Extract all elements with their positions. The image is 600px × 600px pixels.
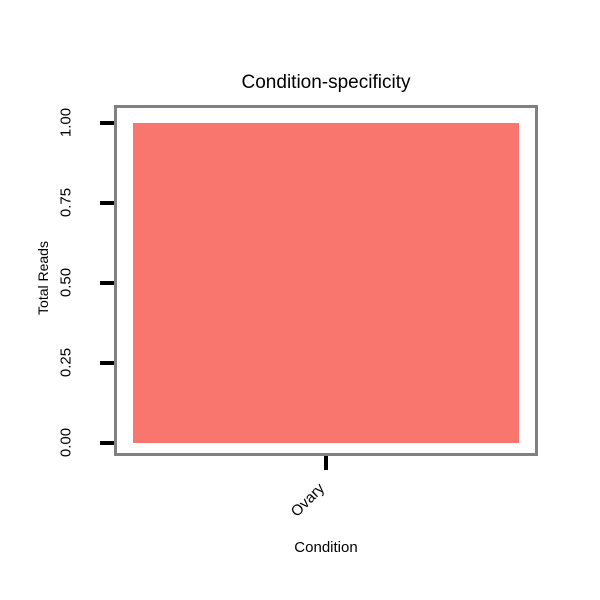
y-axis-tick-label-1: 0.25 (57, 347, 75, 378)
y-axis-tick-label-3: 0.75 (57, 187, 75, 218)
y-axis-title: Total Reads (35, 241, 51, 315)
y-axis-tick-label-0: 0.00 (57, 427, 75, 458)
y-axis-tick-mark-2 (100, 361, 114, 365)
bar-ovary[interactable] (133, 123, 519, 443)
y-axis-tick-label-4: 1.00 (57, 107, 75, 138)
y-axis-tick-label-2: 0.50 (57, 267, 75, 298)
plot-panel (114, 105, 538, 456)
y-axis-tick-mark-1 (100, 441, 114, 445)
x-axis-tick-mark-ovary (324, 456, 328, 470)
y-axis-tick-mark-4 (100, 201, 114, 205)
x-axis-title: Condition (294, 539, 358, 556)
y-axis-tick-mark-5 (100, 121, 114, 125)
plot-area (117, 108, 535, 453)
chart-title: Condition-specificity (241, 72, 411, 93)
x-axis-tick-label-ovary: Ovary (287, 480, 329, 521)
y-axis-tick-mark-3 (100, 281, 114, 285)
